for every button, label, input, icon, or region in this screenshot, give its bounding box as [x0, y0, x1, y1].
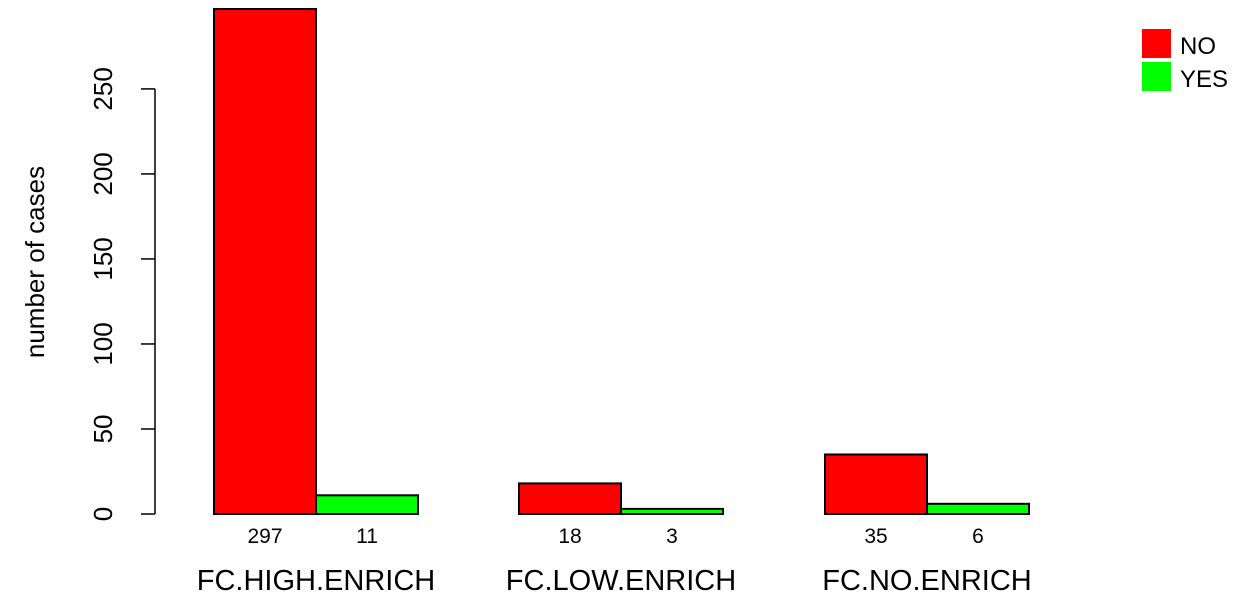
bar-value-label: 6: [972, 525, 984, 548]
y-tick-label: 50: [88, 415, 118, 444]
bar-no-0: [213, 8, 317, 515]
bar-value-label: 11: [356, 525, 378, 548]
y-axis: 0 50 100 150 200 250: [88, 67, 156, 521]
legend-swatch-yes: [1142, 62, 1171, 91]
bar-value-label: 18: [558, 525, 581, 548]
value-labels: 297 11 18 3 35 6: [247, 525, 983, 548]
y-tick-label: 250: [88, 67, 118, 110]
legend-label-yes: YES: [1180, 66, 1228, 93]
bar-value-label: 3: [666, 525, 678, 548]
bar-value-label: 297: [247, 525, 282, 548]
bar-value-label: 35: [864, 525, 887, 548]
category-label: FC.LOW.ENRICH: [506, 565, 736, 597]
bar-yes-1: [620, 507, 724, 515]
group-labels: FC.HIGH.ENRICH FC.LOW.ENRICH FC.NO.ENRICH: [197, 565, 1032, 597]
y-tick-label: 0: [88, 507, 118, 521]
bar-yes-0: [315, 494, 419, 515]
legend-swatch-no: [1142, 29, 1171, 58]
legend: NO YES: [1142, 29, 1228, 93]
y-axis-title: number of cases: [20, 166, 50, 358]
category-label: FC.HIGH.ENRICH: [197, 565, 435, 597]
bar-no-2: [824, 453, 928, 516]
y-tick-label: 100: [88, 322, 118, 365]
bar-no-1: [518, 482, 622, 516]
y-tick-label: 150: [88, 237, 118, 280]
y-tick-label: 200: [88, 152, 118, 195]
legend-label-no: NO: [1180, 33, 1216, 60]
category-label: FC.NO.ENRICH: [822, 565, 1031, 597]
bar-yes-2: [926, 502, 1030, 515]
bars: [213, 8, 1030, 516]
